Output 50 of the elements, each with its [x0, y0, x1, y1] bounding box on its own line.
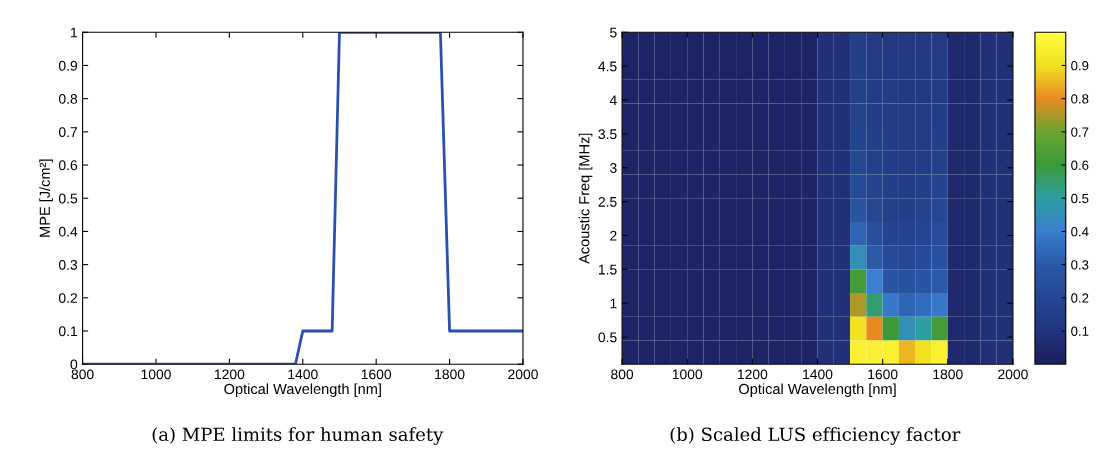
- y-tick-label: 0.1: [58, 326, 78, 337]
- y-tick-label: 0.7: [58, 127, 78, 138]
- x-tick-label: 1800: [435, 369, 465, 380]
- color-bar-label: 0.8: [1071, 94, 1089, 104]
- y-tick-label: 1.5: [598, 264, 617, 275]
- x-tick-label: 2000: [508, 369, 538, 380]
- x-tick-label: 1400: [803, 369, 833, 380]
- x-tick-label: 2000: [998, 369, 1028, 380]
- color-bar-label: 0.2: [1071, 293, 1089, 303]
- y-tick-label: 1: [71, 27, 78, 38]
- y-tick-label: 2.5: [598, 196, 617, 207]
- x-tick-label: 1600: [361, 369, 392, 380]
- x-axis-title: Optical Wavelength [nm]: [739, 383, 896, 397]
- y-axis-title: Acoustic Freq [MHz]: [578, 133, 593, 264]
- color-bar-label: 0.3: [1071, 260, 1089, 270]
- color-bar-label: 0.5: [1071, 193, 1089, 204]
- x-axis-title: Optical Wavelength [nm]: [224, 383, 381, 397]
- y-tick-label: 2: [610, 230, 617, 241]
- x-tick-label: 800: [611, 369, 634, 380]
- x-tick-label: 1200: [214, 369, 245, 380]
- y-tick-label: 0.3: [58, 259, 78, 270]
- x-tick-label: 1400: [288, 369, 318, 380]
- color-bar-label: 0.6: [1071, 160, 1089, 170]
- x-tick-label: 800: [71, 369, 94, 380]
- y-tick-label: 3.5: [598, 129, 617, 140]
- color-bar-label: 0.4: [1071, 226, 1089, 237]
- x-tick-label: 1000: [672, 369, 703, 380]
- color-bar-label: 0.1: [1071, 326, 1089, 336]
- x-tick-label: 1200: [737, 369, 768, 380]
- x-tick-label: 1600: [868, 369, 898, 380]
- y-tick-label: 0.2: [58, 293, 78, 303]
- y-tick-label: 0: [70, 359, 78, 370]
- y-axis-title: MPE [J/cm²]: [39, 159, 53, 237]
- y-tick-label: 3: [610, 163, 617, 173]
- x-tick-label: 1800: [933, 369, 963, 380]
- color-bar-label: 0.7: [1071, 127, 1089, 137]
- y-tick-label: 1: [610, 298, 617, 309]
- y-tick-label: 0.9: [58, 60, 78, 71]
- text: (b) Scaled LUS efficiency factor: [670, 427, 961, 445]
- y-tick-label: 0.6: [58, 160, 78, 171]
- y-tick-label: 4: [609, 95, 617, 106]
- y-tick-label: 5: [610, 27, 617, 38]
- y-tick-label: 0.5: [58, 193, 78, 204]
- x-tick-label: 1000: [141, 369, 171, 380]
- color-bar-label: 0.9: [1071, 61, 1089, 71]
- y-tick-label: 0.5: [598, 332, 617, 343]
- y-tick-label: 0.8: [58, 93, 78, 104]
- y-tick-label: 4.5: [598, 61, 617, 72]
- y-tick-label: 0.4: [58, 226, 78, 237]
- text: (a) MPE limits for human safety: [152, 427, 444, 445]
